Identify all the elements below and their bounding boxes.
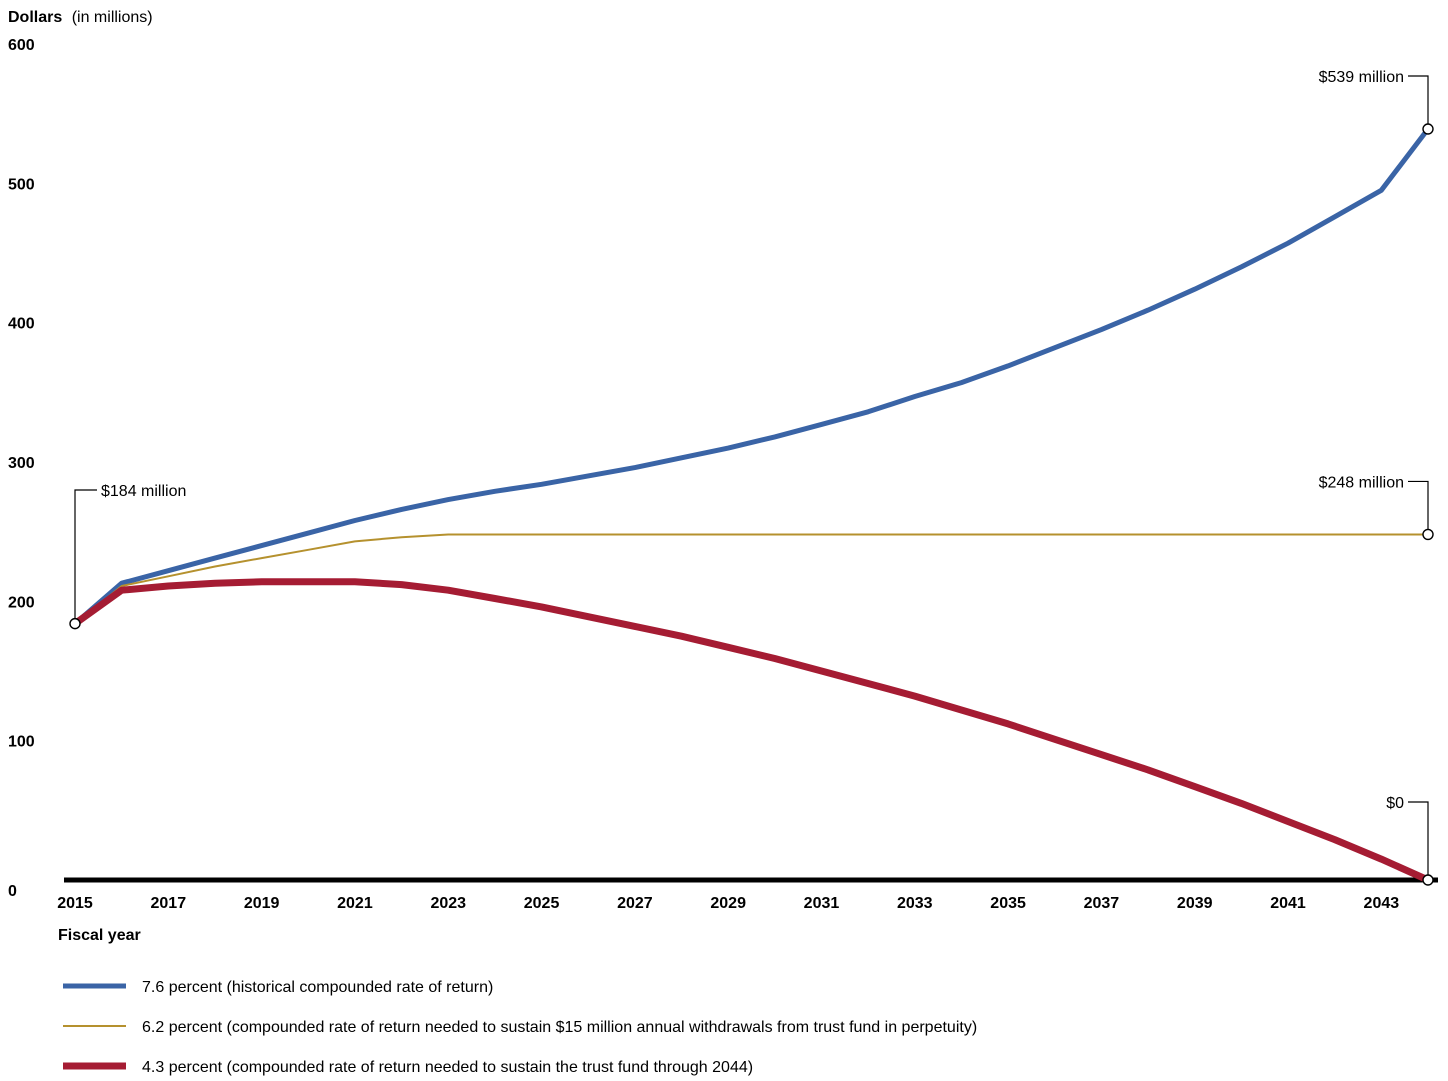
y-axis-label: Dollars (8, 9, 62, 26)
annotation-label: $0 (1386, 795, 1404, 812)
x-axis-title: Fiscal year (58, 927, 141, 944)
annotation-marker (1422, 123, 1434, 135)
legend-label-2: 6.2 percent (compounded rate of return n… (142, 1019, 977, 1036)
x-tick-label: 2031 (804, 895, 840, 912)
x-tick-label: 2043 (1364, 895, 1400, 912)
annotation-marker (1422, 874, 1434, 886)
x-tick-label: 2029 (710, 895, 746, 912)
x-tick-label: 2017 (151, 895, 187, 912)
x-tick-label: 2021 (337, 895, 373, 912)
x-tick-label: 2015 (57, 895, 93, 912)
x-tick-label: 2039 (1177, 895, 1213, 912)
annotation-leader (1408, 801, 1429, 880)
annotation-label: $248 million (1319, 474, 1404, 491)
x-tick-label: 2027 (617, 895, 653, 912)
annotation-leader (1408, 75, 1429, 129)
x-tick-label: 2023 (430, 895, 466, 912)
x-tick-label: 2037 (1084, 895, 1120, 912)
x-tick-label: 2041 (1270, 895, 1306, 912)
y-tick-label: 500 (8, 176, 35, 193)
annotation-marker (1422, 528, 1434, 541)
annotation-marker (69, 617, 81, 630)
legend: 7.6 percent (historical compounded rate … (63, 979, 977, 1076)
y-axis-ticks: 0 100 200 300 400 500 600 (8, 37, 35, 900)
y-tick-label: 100 (8, 734, 35, 751)
annotation-leader (74, 489, 97, 624)
x-tick-label: 2033 (897, 895, 933, 912)
y-tick-label: 0 (8, 883, 17, 900)
series-line-2 (74, 533, 1429, 625)
y-tick-label: 300 (8, 455, 35, 472)
x-tick-label: 2035 (990, 895, 1026, 912)
y-tick-label: 200 (8, 594, 35, 611)
annotation-label: $184 million (101, 483, 186, 500)
series-line-1 (72, 126, 1431, 627)
legend-label-3: 4.3 percent (compounded rate of return n… (142, 1059, 753, 1076)
x-tick-label: 2025 (524, 895, 560, 912)
annotation-label: $539 million (1319, 69, 1404, 86)
y-tick-label: 600 (8, 37, 35, 54)
y-tick-label: 400 (8, 316, 35, 333)
annotation-leader (1408, 480, 1429, 535)
y-axis-title: Dollars (in millions) (8, 9, 153, 26)
x-tick-label: 2019 (244, 895, 280, 912)
series-lines (71, 126, 1432, 884)
series-line-3 (71, 578, 1432, 884)
x-axis-ticks: 2015 2017 2019 2021 2023 2025 2027 2029 2031 2033… (57, 895, 1399, 912)
legend-label-1: 7.6 percent (historical compounded rate … (142, 979, 493, 996)
y-axis-unit: (in millions) (72, 9, 153, 26)
annotations: $184 million $539 million $248 million $0 (69, 69, 1434, 886)
